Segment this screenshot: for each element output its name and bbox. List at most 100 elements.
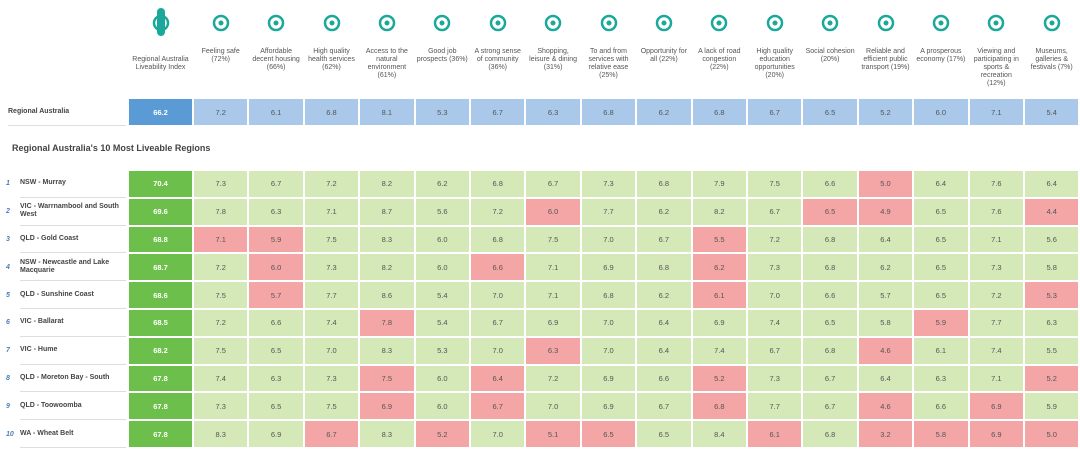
rank: 2	[6, 208, 10, 216]
value-cell: 6.3	[525, 98, 581, 126]
value-cell: 6.5	[248, 336, 304, 365]
value-cell: 6.2	[857, 253, 914, 282]
value-cell: 8.3	[359, 225, 415, 254]
value-cell: 6.7	[747, 98, 803, 126]
rank: 7	[6, 347, 10, 355]
column-header: A strong sense of community (36%)	[474, 48, 521, 71]
value-cell: 7.0	[580, 309, 637, 337]
icon-svg	[267, 14, 285, 32]
value-cell: 5.2	[691, 364, 747, 393]
value-cell: 7.3	[303, 364, 360, 393]
value-cell: 7.7	[580, 197, 637, 226]
value-cell: 7.0	[525, 392, 581, 421]
value-cell: 6.8	[303, 98, 360, 126]
column-header: Good job prospects (36%)	[416, 48, 468, 63]
value-cell: 7.3	[193, 392, 249, 421]
value-cell: 4.6	[857, 392, 914, 421]
value-cell: 8.2	[691, 197, 747, 226]
value-cell: 6.7	[525, 170, 581, 198]
value-cell: 6.5	[913, 253, 969, 282]
value-cell: 6.3	[248, 364, 304, 393]
value-cell: 6.5	[802, 197, 858, 226]
value-cell: 4.9	[857, 197, 914, 226]
icon	[766, 14, 784, 32]
region-label: QLD - Sunshine Coast	[20, 281, 126, 309]
value-cell: 7.5	[303, 225, 360, 254]
value-cell: 7.5	[747, 170, 803, 198]
value-cell: 6.5	[802, 98, 858, 126]
icon-svg	[932, 14, 950, 32]
value-cell: 5.9	[1024, 392, 1080, 421]
icon	[323, 14, 341, 32]
icon	[932, 14, 950, 32]
value-cell: 6.0	[913, 98, 969, 126]
column-header: Shopping, leisure & dining (31%)	[529, 48, 578, 71]
thermometer	[156, 8, 165, 36]
icon-svg	[544, 14, 562, 32]
value-cell: 7.8	[193, 197, 249, 226]
region-label: QLD - Moreton Bay - South	[20, 365, 126, 393]
value-cell: 6.5	[248, 392, 304, 421]
value-cell: 6.8	[580, 281, 637, 309]
value-cell: 7.3	[747, 364, 803, 393]
column-header: A prosperous economy (17%)	[916, 48, 966, 63]
value-cell: 6.8	[802, 336, 858, 365]
value-cell: 6.8	[802, 420, 858, 448]
value-cell: 7.4	[747, 309, 803, 337]
value-cell: 6.1	[747, 420, 803, 448]
icon	[544, 14, 562, 32]
value-cell: 7.6	[968, 197, 1024, 226]
value-cell: 6.9	[691, 309, 747, 337]
value-cell: 6.6	[248, 309, 304, 337]
value-cell: 5.4	[414, 309, 470, 337]
column-header: Feeling safe (72%)	[201, 48, 240, 63]
icon	[378, 14, 396, 32]
value-cell: 5.8	[1024, 253, 1080, 282]
value-cell: 8.7	[359, 197, 415, 226]
icon	[821, 14, 839, 32]
value-cell: 7.9	[691, 170, 747, 198]
value-cell: 6.5	[636, 420, 692, 448]
value-cell: 7.6	[968, 170, 1024, 198]
value-cell: 6.0	[414, 364, 470, 393]
value-cell: 6.7	[303, 420, 360, 448]
value-cell: 6.1	[691, 281, 747, 309]
value-cell: 7.1	[303, 197, 360, 226]
value-cell: 6.5	[913, 281, 969, 309]
index-cell: 68.8	[128, 225, 193, 254]
value-cell: 5.3	[1024, 281, 1080, 309]
value-cell: 5.9	[913, 309, 969, 337]
icon	[710, 14, 728, 32]
value-cell: 6.2	[691, 253, 747, 282]
column-header: To and from services with relative ease …	[588, 48, 629, 79]
value-cell: 6.9	[580, 253, 637, 282]
region-label: QLD - Gold Coast	[20, 226, 126, 254]
index-cell: 68.5	[128, 309, 193, 337]
value-cell: 7.5	[193, 336, 249, 365]
value-cell: 7.1	[193, 225, 249, 254]
value-cell: 6.7	[470, 309, 526, 337]
value-cell: 8.2	[359, 253, 415, 282]
value-cell: 6.7	[248, 170, 304, 198]
value-cell: 6.8	[691, 98, 747, 126]
value-cell: 6.1	[248, 98, 304, 126]
value-cell: 7.4	[691, 336, 747, 365]
value-cell: 8.6	[359, 281, 415, 309]
icon	[433, 14, 451, 32]
value-cell: 6.7	[802, 392, 858, 421]
icon-svg	[711, 14, 728, 32]
icon-svg	[877, 14, 894, 32]
value-cell: 7.4	[193, 364, 249, 393]
value-cell: 6.9	[248, 420, 304, 448]
region-label: NSW - Murray	[20, 170, 126, 198]
value-cell: 6.8	[802, 225, 858, 254]
value-cell: 5.3	[414, 336, 470, 365]
icon-svg	[821, 14, 839, 32]
value-cell: 7.0	[470, 281, 526, 309]
column-header: Viewing and participating in sports & re…	[973, 48, 1019, 87]
value-cell: 5.6	[414, 197, 470, 226]
value-cell: 8.3	[359, 420, 415, 448]
value-cell: 5.4	[414, 281, 470, 309]
value-cell: 7.5	[525, 225, 581, 254]
